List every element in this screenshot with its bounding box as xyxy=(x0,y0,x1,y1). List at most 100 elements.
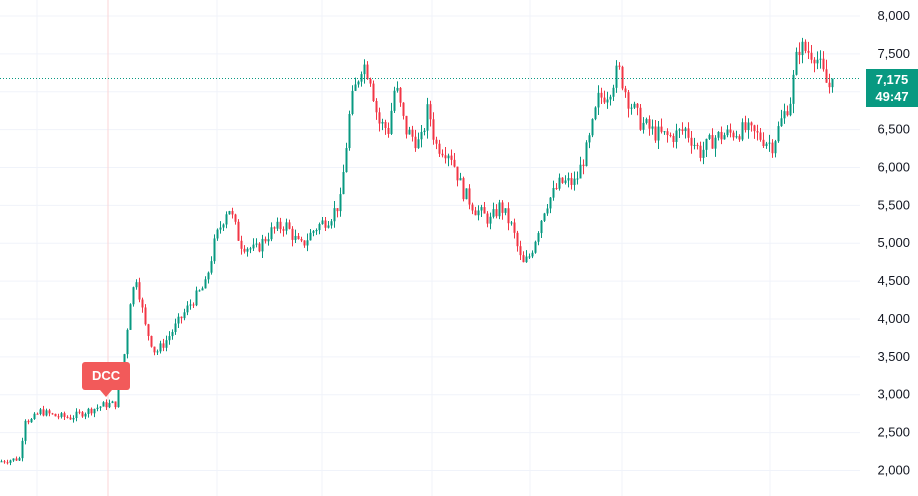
candle-down xyxy=(759,127,762,142)
candle-down xyxy=(3,460,6,464)
candle-up xyxy=(723,132,726,140)
candle-body xyxy=(234,214,237,222)
y-tick-label: 3,000 xyxy=(877,387,910,402)
candle-down xyxy=(237,219,240,241)
candle-up xyxy=(447,153,450,167)
candle-body xyxy=(756,131,759,133)
candle-down xyxy=(582,159,585,175)
candle-down xyxy=(42,405,45,417)
candle-up xyxy=(87,407,90,418)
candle-up xyxy=(657,121,660,149)
candle-down xyxy=(636,103,639,116)
candle-body xyxy=(696,144,699,146)
candle-down xyxy=(570,172,573,190)
candle-down xyxy=(654,120,657,143)
candle-up xyxy=(177,313,180,328)
candle-down xyxy=(432,112,435,145)
candle-body xyxy=(30,419,33,423)
candle-down xyxy=(405,115,408,139)
candle-body xyxy=(504,208,507,213)
candle-body xyxy=(87,408,90,414)
candle-body xyxy=(831,78,834,88)
candle-body xyxy=(375,101,378,113)
candle-up xyxy=(630,103,633,115)
candle-up xyxy=(201,286,204,291)
candle-body xyxy=(264,238,267,242)
candle-body xyxy=(705,138,708,150)
candle-body xyxy=(384,121,387,128)
candle-down xyxy=(486,211,489,228)
candle-up xyxy=(573,171,576,191)
candle-body xyxy=(435,139,438,144)
candle-body xyxy=(243,248,246,252)
candle-body xyxy=(36,413,39,415)
candle-body xyxy=(543,213,546,221)
candle-up xyxy=(285,218,288,235)
candle-down xyxy=(669,132,672,138)
candle-body xyxy=(447,155,450,159)
candle-body xyxy=(744,122,747,131)
candle-up xyxy=(183,308,186,321)
candle-up xyxy=(246,247,249,257)
candle-up xyxy=(294,229,297,244)
candle-body xyxy=(21,440,24,459)
candle-body xyxy=(765,143,768,147)
candle-up xyxy=(747,118,750,139)
candle-up xyxy=(30,417,33,423)
candle-body xyxy=(642,122,645,130)
candle-body xyxy=(249,248,252,250)
candle-down xyxy=(501,200,504,220)
candle-up xyxy=(219,221,222,234)
candle-body xyxy=(216,229,219,239)
candle-body xyxy=(660,126,663,132)
candle-body xyxy=(741,122,744,140)
candle-body xyxy=(417,139,420,149)
event-marker[interactable]: DCC xyxy=(82,362,131,397)
candle-down xyxy=(624,85,627,98)
candle-body xyxy=(414,136,417,149)
candle-up xyxy=(72,415,75,423)
candle-body xyxy=(363,64,366,75)
candle-body xyxy=(723,135,726,140)
candle-body xyxy=(279,221,282,230)
candle-body xyxy=(813,59,816,64)
candle-down xyxy=(90,407,93,416)
candle-up xyxy=(489,212,492,230)
candle-body xyxy=(195,290,198,306)
candle-down xyxy=(297,232,300,240)
candle-up xyxy=(459,172,462,181)
candle-up xyxy=(684,126,687,139)
candle-down xyxy=(450,149,453,166)
candle-up xyxy=(360,71,363,87)
candle-body xyxy=(303,240,306,246)
candle-up xyxy=(576,171,579,185)
candle-up xyxy=(477,205,480,221)
candle-body xyxy=(720,131,723,140)
candle-body xyxy=(570,178,573,185)
candle-body xyxy=(582,164,585,167)
candle-body xyxy=(531,252,534,257)
candle-up xyxy=(552,180,555,201)
candle-body xyxy=(795,51,798,75)
candle-down xyxy=(681,122,684,135)
candle-down xyxy=(231,207,234,219)
candle-body xyxy=(246,248,249,252)
candle-body xyxy=(552,187,555,198)
candle-down xyxy=(411,125,414,142)
candle-down xyxy=(660,118,663,134)
candle-down xyxy=(51,412,54,415)
candle-down xyxy=(282,226,285,237)
candle-down xyxy=(666,128,669,143)
candle-up xyxy=(270,222,273,242)
candle-body xyxy=(351,90,354,114)
y-tick-label: 5,500 xyxy=(877,197,910,212)
candle-body xyxy=(141,299,144,308)
candle-body xyxy=(96,407,99,409)
candle-down xyxy=(288,219,291,230)
candle-down xyxy=(621,65,624,91)
candle-down xyxy=(300,236,303,243)
candle-body xyxy=(150,335,153,347)
candle-down xyxy=(138,277,141,303)
candle-body xyxy=(288,222,291,229)
